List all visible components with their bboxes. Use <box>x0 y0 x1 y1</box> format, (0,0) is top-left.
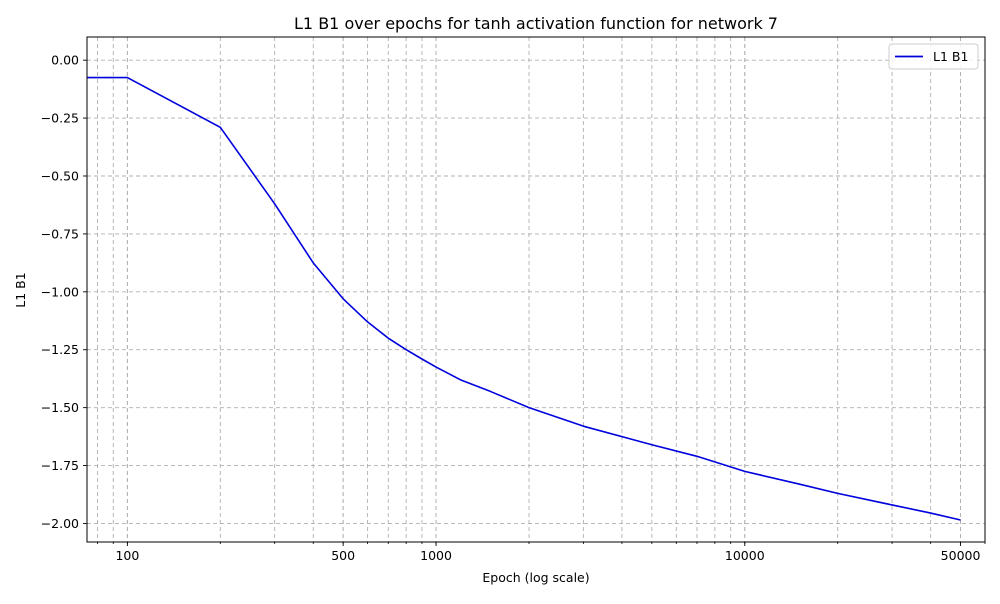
x-tick-label: 10000 <box>725 548 765 563</box>
y-tick-label: −1.25 <box>41 342 79 357</box>
x-tick-label: 100 <box>115 548 139 563</box>
plot-frame <box>86 36 986 543</box>
x-axis-ticks: 100 500 1000 10000 50000 <box>97 542 986 563</box>
y-tick-label: −1.75 <box>41 458 79 473</box>
legend-label: L1 B1 <box>933 49 968 64</box>
y-tick-label: −1.00 <box>41 284 79 299</box>
y-tick-label: −0.25 <box>41 111 79 126</box>
y-tick-label: −1.50 <box>41 400 79 415</box>
y-axis-label: L1 B1 <box>13 272 28 307</box>
x-axis-label: Epoch (log scale) <box>482 570 589 585</box>
y-tick-label: −2.00 <box>41 516 79 531</box>
chart-title: L1 B1 over epochs for tanh activation fu… <box>294 14 778 33</box>
y-tick-label: −0.50 <box>41 168 79 183</box>
x-tick-label: 500 <box>331 548 355 563</box>
y-axis-ticks: 0.00 −0.25 −0.50 −0.75 −1.00 −1.25 −1.50 −1.75 −… <box>41 53 87 531</box>
legend-box <box>888 43 979 70</box>
series-line-l1-b1 <box>87 76 961 521</box>
legend: L1 B1 <box>888 43 979 70</box>
y-tick-label: −0.75 <box>41 226 79 241</box>
grid <box>87 37 986 542</box>
y-tick-label: 0.00 <box>51 53 79 68</box>
x-tick-label: 50000 <box>941 548 981 563</box>
series-layer <box>87 76 961 521</box>
x-tick-label: 1000 <box>420 548 452 563</box>
